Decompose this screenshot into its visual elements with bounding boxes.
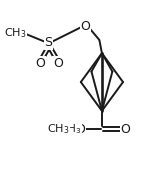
Text: O: O (120, 123, 130, 136)
Text: O–CH$_3$: O–CH$_3$ (47, 122, 82, 136)
Text: O: O (53, 57, 63, 70)
Text: O: O (76, 123, 85, 136)
Text: O: O (36, 57, 45, 70)
Text: CH$_3$: CH$_3$ (4, 26, 26, 40)
Text: CH$_3$: CH$_3$ (47, 122, 70, 136)
Text: O: O (80, 20, 90, 34)
Text: S: S (44, 36, 52, 49)
